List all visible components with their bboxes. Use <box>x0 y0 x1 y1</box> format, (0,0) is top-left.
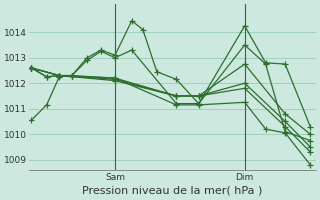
X-axis label: Pression niveau de la mer( hPa ): Pression niveau de la mer( hPa ) <box>82 186 262 196</box>
